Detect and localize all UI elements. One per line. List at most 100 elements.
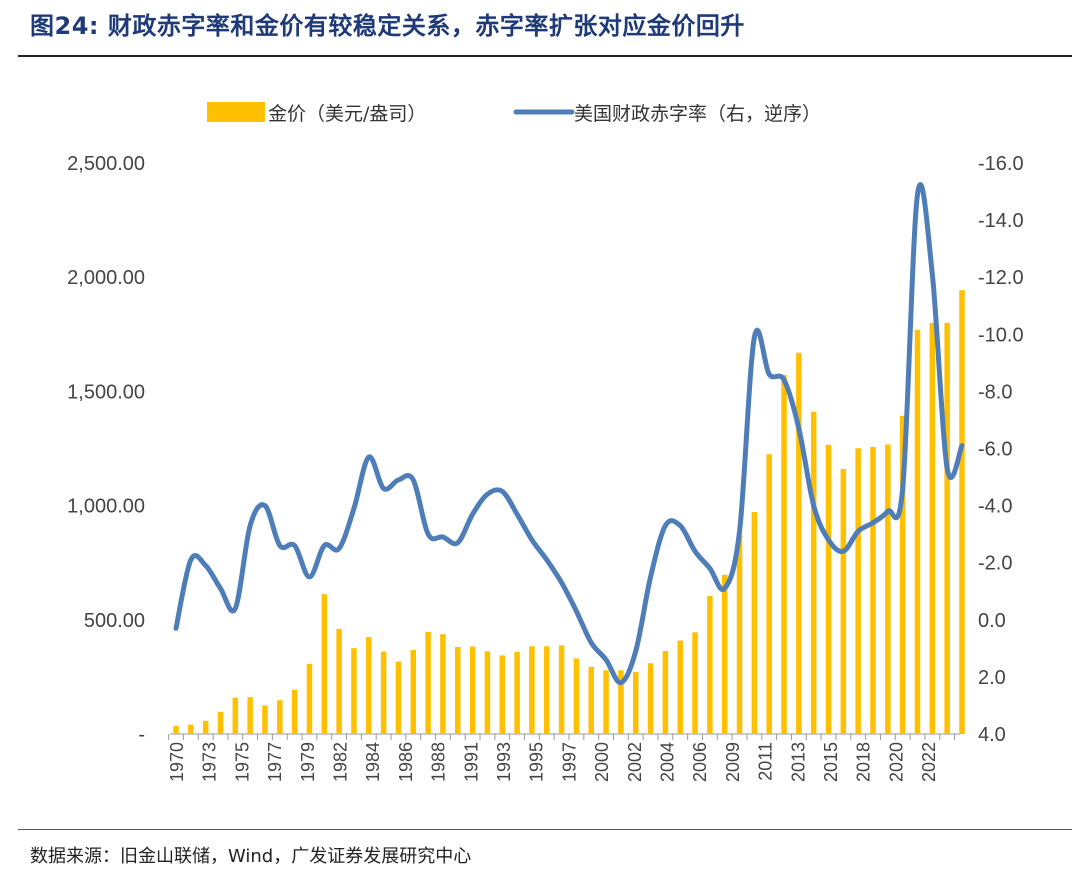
- x-tick-label: 2006: [690, 742, 710, 782]
- x-tick-label: 2004: [658, 742, 678, 782]
- x-tick-label: 1986: [396, 742, 416, 782]
- figure-label: 图24:: [30, 12, 99, 40]
- gold-price-bar: [736, 534, 743, 734]
- x-tick-label: 1973: [200, 742, 220, 782]
- deficit-line: [173, 182, 965, 686]
- y-right-tick-label: -16.0: [978, 153, 1024, 175]
- y-right-tick-label: -6.0: [978, 439, 1012, 461]
- y-left-tick-label: -: [138, 724, 145, 746]
- y-right-tick-label: 2.0: [978, 667, 1006, 689]
- y-right-tick-label: -14.0: [978, 210, 1024, 232]
- gold-price-bar: [469, 646, 476, 734]
- y-left-tick-label: 2,500.00: [67, 153, 145, 175]
- gold-price-bar: [810, 411, 817, 734]
- x-tick-label: 1979: [298, 742, 318, 782]
- x-tick-label: 1993: [494, 742, 514, 782]
- gold-price-bar: [247, 697, 253, 734]
- gold-price-bar: [173, 725, 179, 734]
- gold-price-bar: [499, 655, 506, 734]
- x-tick-label: 2002: [625, 742, 645, 782]
- gold-price-bar: [395, 661, 402, 734]
- gold-price-bar: [959, 290, 965, 734]
- y-right-tick-label: 4.0: [978, 724, 1006, 746]
- y-right-tick-label: -2.0: [978, 553, 1012, 575]
- figure-title: 图24: 财政赤字率和金价有较稳定关系，赤字率扩张对应金价回升: [30, 6, 745, 41]
- gold-price-bar: [677, 640, 683, 734]
- gold-price-bar: [588, 666, 594, 734]
- x-tick-label: 2015: [821, 742, 841, 782]
- gold-price-bar: [899, 415, 906, 734]
- gold-price-bar: [484, 651, 491, 734]
- gold-price-bar: [647, 663, 654, 734]
- x-tick-label: 1988: [429, 742, 449, 782]
- gold-price-bar: [796, 352, 802, 734]
- gold-price-bar: [885, 444, 891, 734]
- gold-price-bar: [262, 705, 268, 734]
- gold-price-bar: [410, 649, 417, 734]
- gold-price-bar: [277, 700, 283, 734]
- x-tick-label: 1991: [461, 742, 481, 782]
- gold-price-bar: [766, 454, 772, 734]
- y-right-tick-label: -4.0: [978, 496, 1012, 518]
- gold-price-bar: [514, 651, 520, 734]
- gold-price-bar: [855, 448, 861, 734]
- gold-price-bar: [232, 697, 239, 734]
- y-right-tick-label: -10.0: [978, 324, 1024, 346]
- gold-price-bar: [558, 645, 565, 734]
- gold-price-bar: [840, 469, 847, 734]
- gold-price-bar: [188, 724, 194, 734]
- x-tick-label: 2011: [756, 742, 776, 781]
- gold-price-bar: [380, 651, 387, 734]
- gold-price-bar: [721, 574, 728, 734]
- gold-price-bar: [351, 648, 357, 734]
- x-tick-label: 1984: [363, 742, 383, 782]
- y-right-tick-label: 0.0: [978, 610, 1006, 632]
- gold-price-bar: [781, 374, 787, 734]
- gold-price-bar: [321, 594, 328, 734]
- gold-price-bar: [336, 628, 342, 734]
- gold-price-bar: [825, 444, 832, 734]
- gold-price-bar: [529, 646, 535, 734]
- gold-price-bar: [291, 689, 298, 734]
- title-divider: [18, 55, 1072, 57]
- x-tick-label: 1982: [331, 742, 351, 782]
- gold-price-bar: [366, 637, 372, 734]
- x-tick-label: 1997: [559, 742, 579, 782]
- gold-price-bar: [425, 631, 431, 734]
- y-right-tick-label: -8.0: [978, 381, 1012, 403]
- figure-title-text: 财政赤字率和金价有较稳定关系，赤字率扩张对应金价回升: [107, 12, 745, 40]
- legend-gold-label: 金价（美元/盎司）: [268, 103, 426, 125]
- source-note: 数据来源：旧金山联储，Wind，广发证券发展研究中心: [30, 846, 472, 867]
- x-tick-label: 1970: [167, 742, 187, 782]
- x-tick-label: 1977: [265, 742, 285, 782]
- gold-price-bar: [544, 646, 550, 734]
- x-tick-label: 2022: [919, 742, 939, 782]
- x-tick-label: 2020: [886, 742, 906, 782]
- gold-price-bar: [929, 322, 936, 734]
- x-tick-label: 1975: [232, 742, 252, 782]
- gold-price-bar: [662, 651, 669, 734]
- gold-price-bar: [692, 632, 698, 734]
- legend-deficit-label: 美国财政赤字率（右，逆序）: [574, 103, 821, 125]
- gold-price-bar: [202, 720, 209, 734]
- gold-price-bar: [751, 511, 758, 734]
- y-right-tick-label: -12.0: [978, 267, 1024, 289]
- gold-price-bar: [618, 670, 624, 734]
- y-left-tick-label: 1,000.00: [67, 496, 145, 518]
- legend-gold-swatch: [207, 102, 265, 122]
- gold-price-bar: [944, 322, 950, 734]
- gold-price-bar: [632, 672, 639, 734]
- x-tick-label: 2018: [854, 742, 874, 782]
- gold-price-bar: [707, 596, 713, 734]
- gold-price-bar: [573, 658, 580, 734]
- gold-price-bar: [306, 663, 313, 734]
- x-tick-label: 2013: [788, 742, 808, 782]
- gold-price-bar: [217, 711, 224, 734]
- footer-divider: [18, 829, 1072, 830]
- x-tick-label: 2009: [723, 742, 743, 782]
- x-tick-label: 2000: [592, 742, 612, 782]
- y-left-tick-label: 2,000.00: [67, 267, 145, 289]
- x-tick-label: 1995: [527, 742, 547, 782]
- gold-price-bar: [870, 446, 876, 734]
